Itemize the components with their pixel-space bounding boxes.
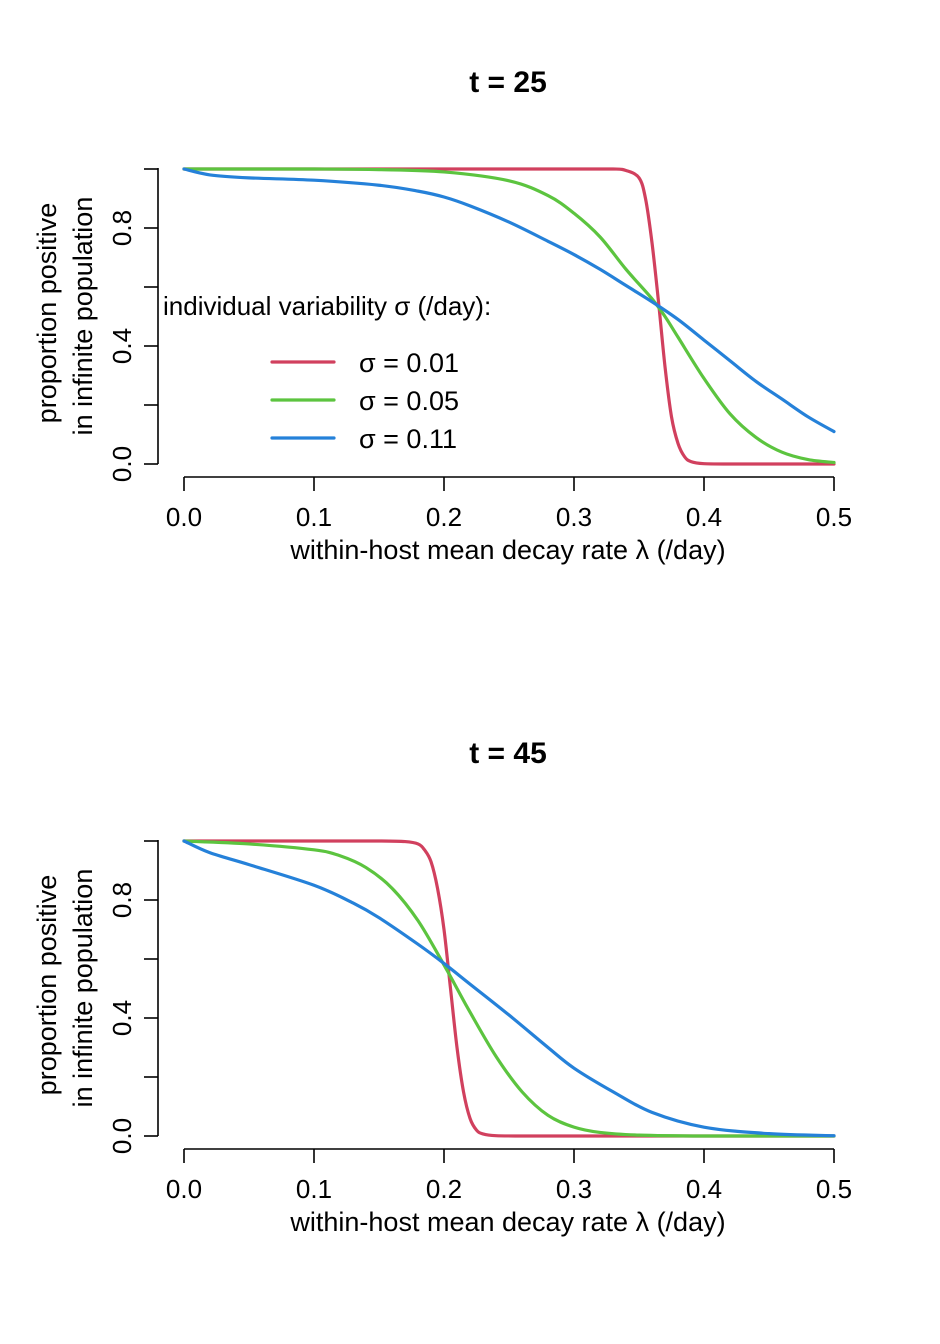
panel-1-x-label: within-host mean decay rate λ (/day) bbox=[289, 535, 725, 565]
panel-2: t = 45 0.0 0.4 0.8 proportion positive i… bbox=[32, 737, 852, 1237]
legend-title: individual variability σ (/day): bbox=[163, 291, 491, 321]
panel-1-series-group bbox=[182, 167, 836, 466]
panel-1-x-tick-label-1: 0.1 bbox=[296, 502, 332, 532]
panel-2-x-axis: 0.0 0.1 0.2 0.3 0.4 0.5 within-host mean… bbox=[166, 1148, 852, 1237]
panel-2-series-sigma-0.11 bbox=[182, 839, 836, 1138]
panel-2-series-sigma-0.01 bbox=[182, 839, 836, 1138]
panel-1-y-tick-label-4: 0.8 bbox=[107, 210, 137, 246]
panel-2-x-tick-label-2: 0.2 bbox=[426, 1174, 462, 1204]
panel-2-x-tick-label-1: 0.1 bbox=[296, 1174, 332, 1204]
legend-label-0: σ = 0.01 bbox=[359, 348, 459, 378]
panel-1-x-tick-label-2: 0.2 bbox=[426, 502, 462, 532]
panel-2-x-label: within-host mean decay rate λ (/day) bbox=[289, 1207, 725, 1237]
panel-2-x-tick-label-0: 0.0 bbox=[166, 1174, 202, 1204]
panel-2-y-tick-label-0: 0.0 bbox=[107, 1118, 137, 1154]
panel-1: t = 25 0.0 0.4 0.8 proportion positive i… bbox=[32, 66, 852, 565]
legend-label-1: σ = 0.05 bbox=[359, 386, 459, 416]
panel-2-x-tick-label-4: 0.4 bbox=[686, 1174, 722, 1204]
panel-2-y-tick-label-4: 0.8 bbox=[107, 882, 137, 918]
panel-1-x-tick-label-5: 0.5 bbox=[816, 502, 852, 532]
panel-2-y-tick-label-2: 0.4 bbox=[107, 1000, 137, 1036]
panel-1-y-axis: 0.0 0.4 0.8 proportion positive in infin… bbox=[32, 168, 159, 482]
panel-2-x-tick-label-5: 0.5 bbox=[816, 1174, 852, 1204]
panel-2-y-label-line-2: in infinite population bbox=[68, 869, 98, 1108]
panel-1-y-label-line-1: proportion positive bbox=[32, 203, 62, 424]
panel-1-series-sigma-0.11 bbox=[182, 167, 836, 434]
panel-1-x-axis: 0.0 0.1 0.2 0.3 0.4 0.5 within-host mean… bbox=[166, 476, 852, 565]
panel-1-x-tick-label-3: 0.3 bbox=[556, 502, 592, 532]
panel-2-title: t = 45 bbox=[469, 737, 547, 770]
legend-label-2: σ = 0.11 bbox=[359, 424, 457, 454]
panel-2-y-label-line-1: proportion positive bbox=[32, 875, 62, 1096]
panel-1-y-label-line-2: in infinite population bbox=[68, 197, 98, 436]
panel-1-title: t = 25 bbox=[469, 66, 547, 99]
panel-2-series-group bbox=[182, 839, 836, 1138]
panel-2-x-tick-label-3: 0.3 bbox=[556, 1174, 592, 1204]
panel-1-x-tick-label-0: 0.0 bbox=[166, 502, 202, 532]
panel-1-series-sigma-0.05 bbox=[182, 167, 836, 465]
panel-1-legend: individual variability σ (/day): σ = 0.0… bbox=[163, 291, 491, 454]
panel-1-x-tick-label-4: 0.4 bbox=[686, 502, 722, 532]
panel-1-y-tick-label-0: 0.0 bbox=[107, 446, 137, 482]
panel-2-series-sigma-0.05 bbox=[182, 839, 836, 1138]
panel-2-y-axis: 0.0 0.4 0.8 proportion positive in infin… bbox=[32, 840, 159, 1154]
panel-1-y-tick-label-2: 0.4 bbox=[107, 328, 137, 364]
